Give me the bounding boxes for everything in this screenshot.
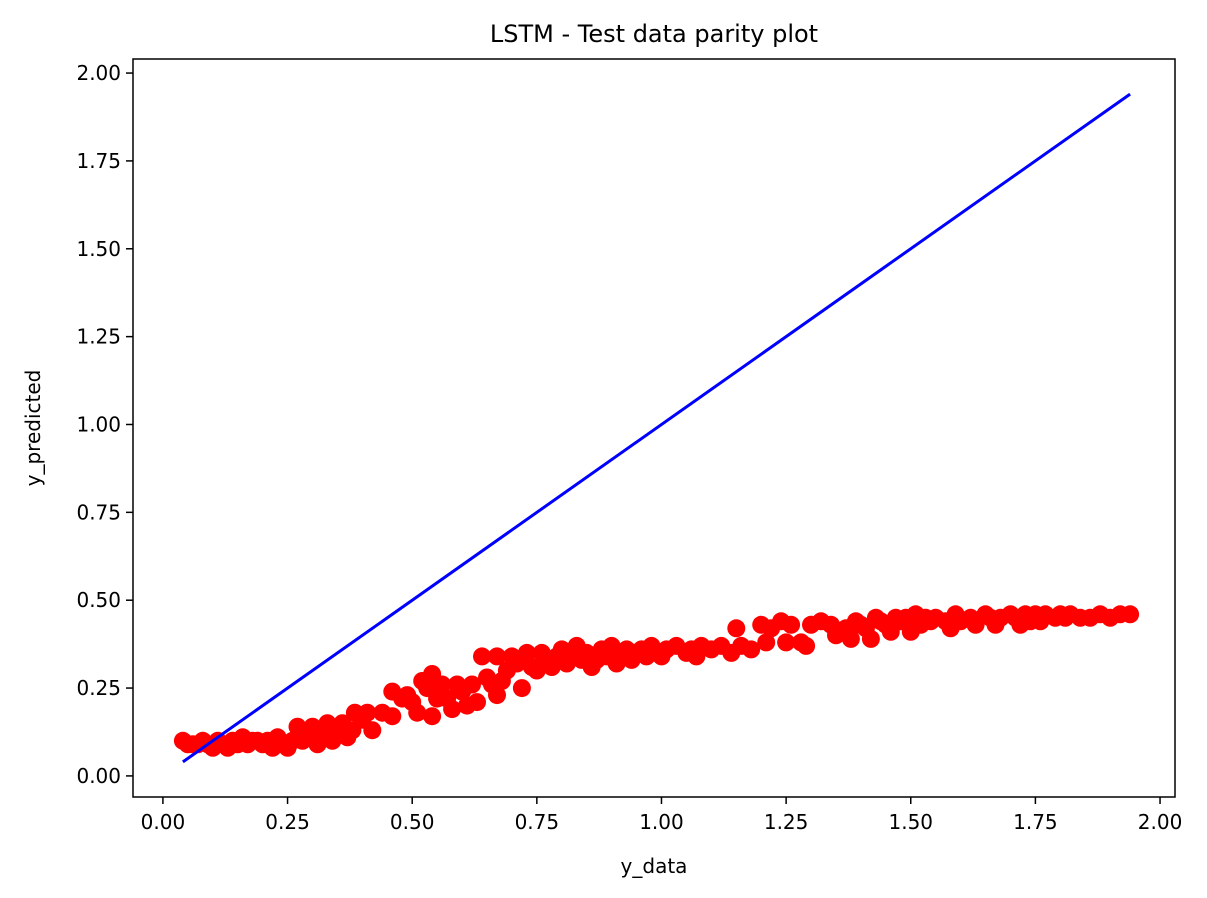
x-tick-label: 0.75 xyxy=(515,810,560,834)
x-tick-label: 0.00 xyxy=(141,810,186,834)
scatter-point xyxy=(757,633,776,652)
y-tick-label: 1.50 xyxy=(76,237,121,261)
scatter-point xyxy=(423,707,442,726)
scatter-point xyxy=(517,643,536,662)
scatter-point xyxy=(408,703,427,722)
y-tick-label: 1.00 xyxy=(76,412,121,436)
y-axis-ticks: 0.00 0.25 0.50 0.75 1.00 1.25 1.50 1.75 2.00 xyxy=(76,61,133,788)
y-tick-label: 1.25 xyxy=(76,325,121,349)
chart-title: LSTM - Test data parity plot xyxy=(490,20,818,48)
y-tick-label: 0.00 xyxy=(76,764,121,788)
plot-area xyxy=(173,92,1140,764)
parity-line xyxy=(182,92,1131,764)
scatter-point xyxy=(443,700,462,719)
x-tick-label: 1.25 xyxy=(764,810,809,834)
y-tick-label: 0.50 xyxy=(76,588,121,612)
y-tick-label: 0.25 xyxy=(76,676,121,700)
scatter-point xyxy=(383,707,402,726)
x-tick-label: 1.00 xyxy=(639,810,684,834)
scatter-point xyxy=(777,633,796,652)
x-axis-label: y_data xyxy=(621,854,688,878)
axes-frame xyxy=(132,58,1176,798)
scatter-point xyxy=(742,640,761,659)
y-tick-label: 1.75 xyxy=(76,149,121,173)
x-tick-label: 0.25 xyxy=(265,810,310,834)
scatter-point xyxy=(1121,605,1140,624)
scatter-point xyxy=(727,619,746,638)
scatter-point xyxy=(488,647,506,666)
y-axis-label: y_predicted xyxy=(21,370,45,487)
scatter-point xyxy=(861,629,880,648)
scatter-point xyxy=(463,675,481,694)
scatter-point xyxy=(782,615,801,634)
y-tick-label: 0.75 xyxy=(76,500,121,524)
scatter-point xyxy=(468,693,486,712)
x-tick-label: 0.50 xyxy=(390,810,435,834)
x-tick-label: 1.50 xyxy=(888,810,933,834)
x-axis-ticks: 0.00 0.25 0.50 0.75 1.00 1.25 1.50 1.75 2.00 xyxy=(141,797,1183,834)
scatter-point xyxy=(488,686,506,705)
y-tick-label: 2.00 xyxy=(76,61,121,85)
scatter-point xyxy=(473,647,491,666)
scatter-point xyxy=(841,629,860,648)
scatter-point xyxy=(308,735,327,754)
scatter-point xyxy=(363,721,382,740)
x-tick-label: 1.75 xyxy=(1013,810,1058,834)
x-tick-label: 2.00 xyxy=(1138,810,1183,834)
scatter-point xyxy=(797,636,816,655)
scatter-point xyxy=(433,675,452,694)
scatter-point xyxy=(358,703,377,722)
scatter-point xyxy=(512,679,531,698)
